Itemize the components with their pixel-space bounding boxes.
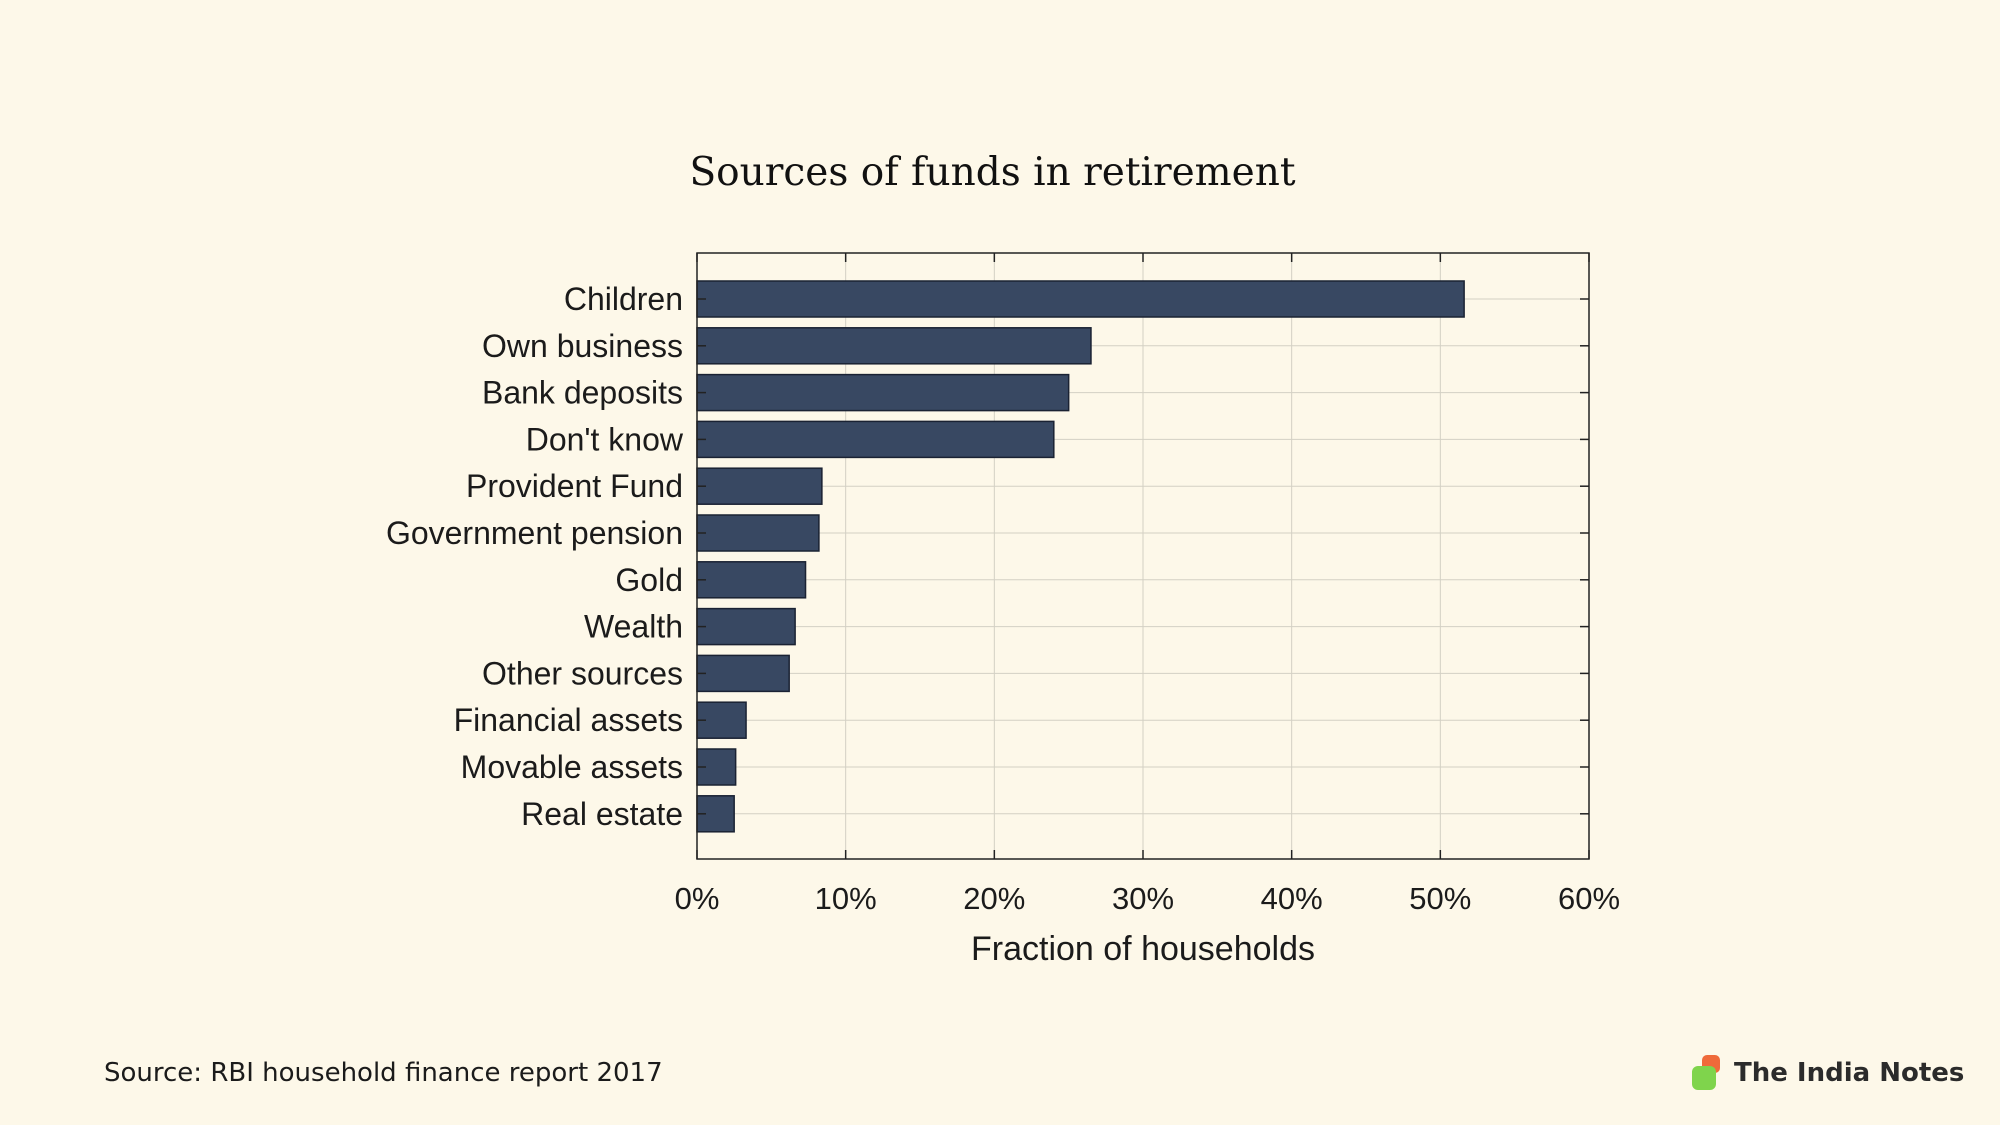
- category-label: Children: [564, 281, 683, 317]
- x-tick-label: 0%: [675, 881, 720, 916]
- source-note: Source: RBI household finance report 201…: [104, 1058, 663, 1088]
- bar: [696, 373, 1070, 412]
- bar: [696, 280, 1465, 318]
- axis-ticks: [696, 253, 1590, 859]
- category-label: Bank deposits: [482, 375, 683, 411]
- category-label: Government pension: [386, 515, 683, 551]
- category-label: Wealth: [584, 609, 683, 645]
- category-label: Own business: [482, 328, 683, 364]
- category-label: Real estate: [521, 796, 683, 832]
- category-label: Movable assets: [461, 749, 683, 785]
- x-tick-label: 40%: [1261, 881, 1323, 916]
- bar: [696, 467, 823, 505]
- x-tick-label: 30%: [1112, 881, 1174, 916]
- brand-mark: The India Notes: [1692, 1055, 1964, 1091]
- axis-labels: 0% 10% 20% 30% 40% 50% 60% Children Own business…: [386, 281, 1620, 916]
- category-label: Don't know: [526, 421, 684, 457]
- bar: [696, 607, 796, 646]
- category-label: Gold: [615, 562, 683, 598]
- category-label: Provident Fund: [466, 468, 683, 504]
- bar: [696, 514, 820, 552]
- x-axis-title: Fraction of households: [971, 930, 1315, 968]
- x-tick-label: 20%: [963, 881, 1025, 916]
- x-tick-label: 60%: [1558, 881, 1620, 916]
- bars: [696, 280, 1465, 833]
- chart-title: Sources of funds in retirement: [689, 150, 1296, 195]
- x-tick-label: 50%: [1409, 881, 1471, 916]
- bar: [696, 561, 807, 599]
- x-tick-label: 10%: [815, 881, 877, 916]
- brand-logo-icon: [1692, 1055, 1722, 1091]
- bar: [696, 327, 1092, 365]
- bar: [696, 420, 1055, 459]
- category-label: Financial assets: [454, 702, 683, 738]
- brand-name: The India Notes: [1734, 1058, 1965, 1088]
- category-label: Other sources: [482, 655, 683, 691]
- bar: [696, 654, 790, 693]
